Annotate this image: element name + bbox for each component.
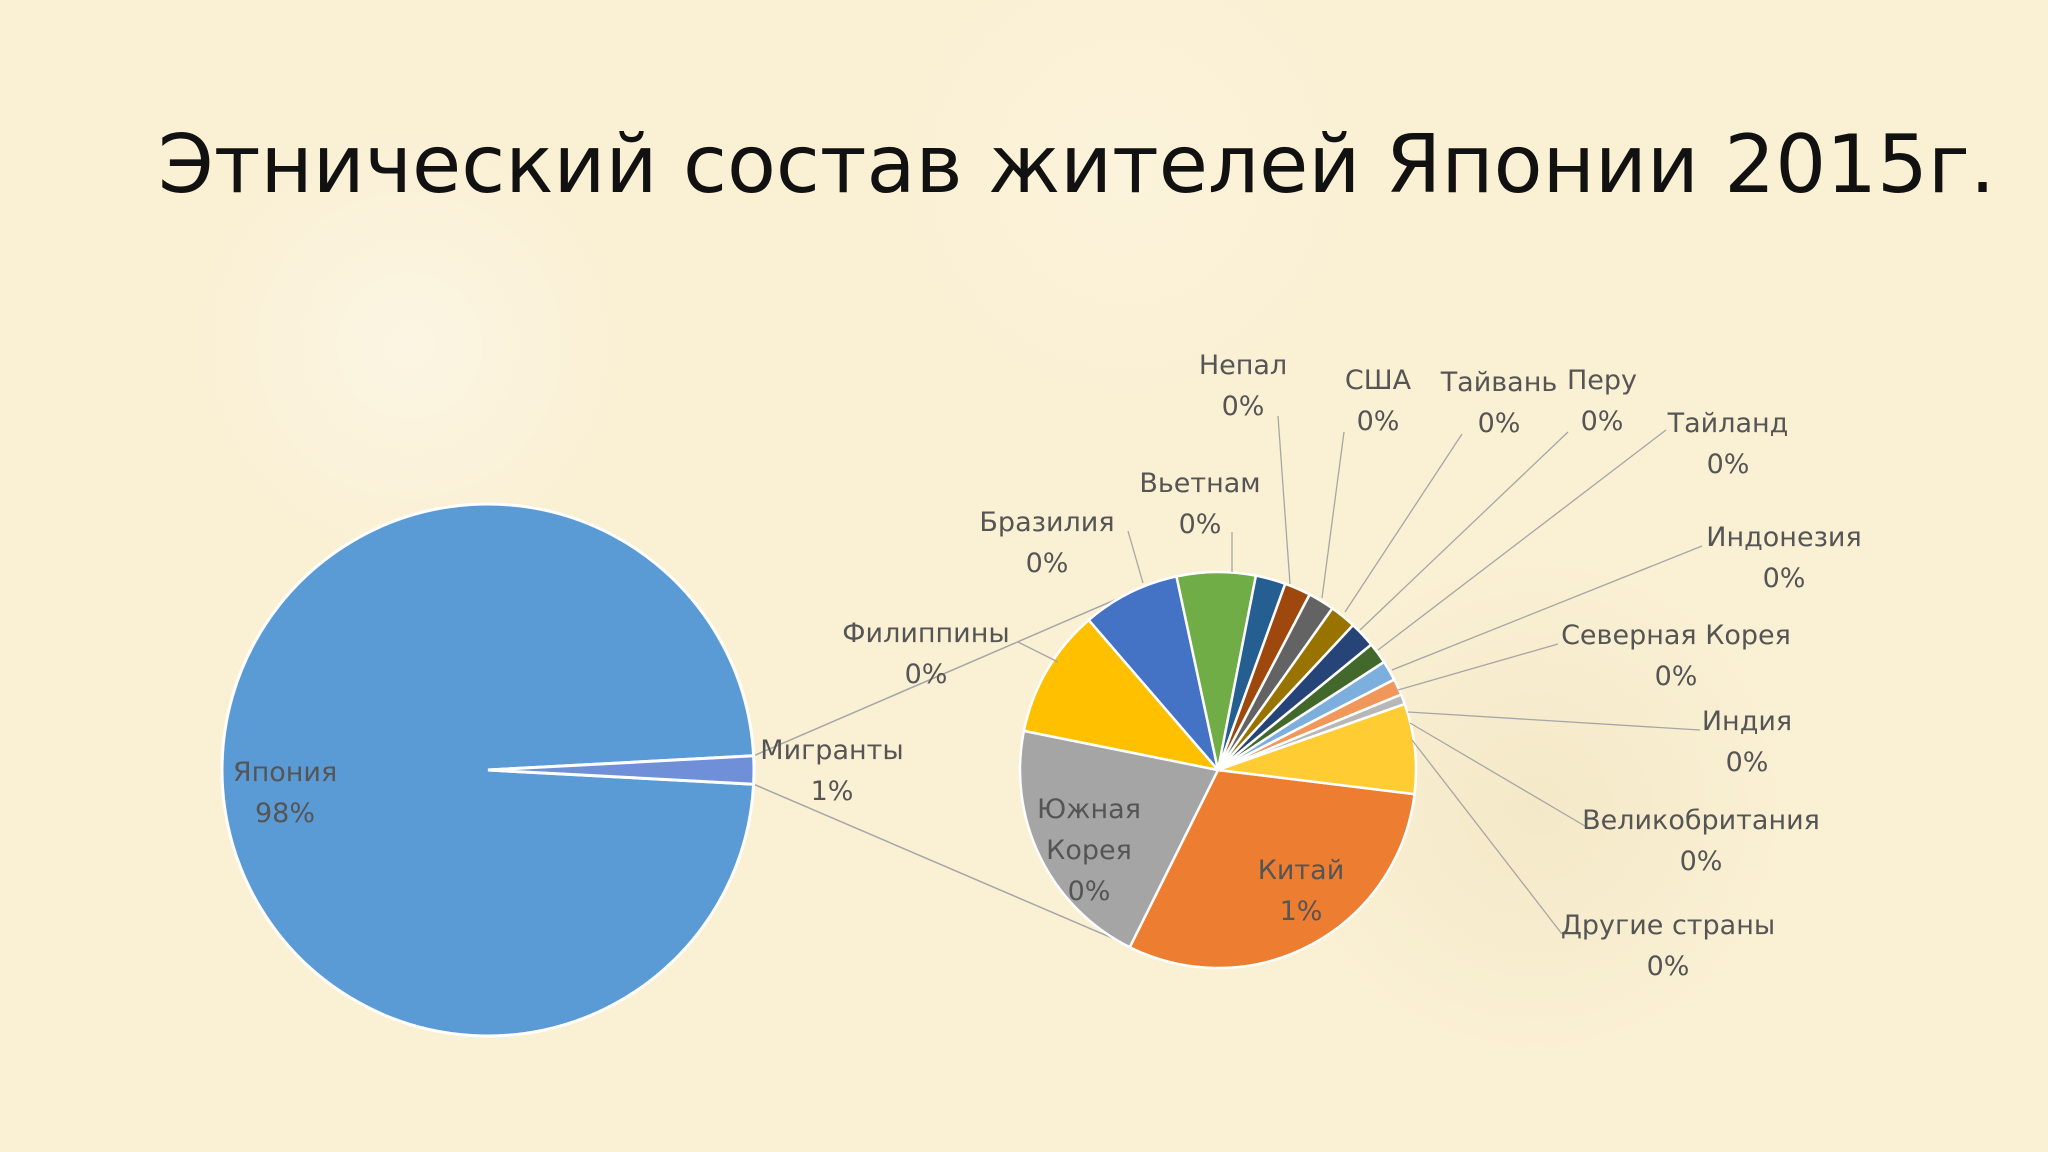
data-label-name: США xyxy=(1345,365,1412,396)
main-pie xyxy=(220,502,756,1038)
data-label-индия: Индия 0% xyxy=(1702,706,1792,778)
data-label-name: Южная xyxy=(1037,794,1141,825)
data-label-филиппины: Филиппины 0% xyxy=(842,618,1009,690)
data-label-name: Вьетнам xyxy=(1139,468,1260,499)
data-label-великобритания: Великобритания 0% xyxy=(1582,805,1820,877)
data-label-value: 0% xyxy=(1680,846,1723,877)
data-label-value: 1% xyxy=(1280,896,1323,927)
data-label-value: 0% xyxy=(1581,406,1624,437)
data-label-китай: Китай 1% xyxy=(1258,855,1345,927)
leader-line xyxy=(1397,643,1559,691)
data-label-северная-корея: Северная Корея 0% xyxy=(1561,620,1791,692)
pie-connector-lines xyxy=(753,596,1123,941)
data-label-тайланд: Тайланд 0% xyxy=(1667,408,1789,480)
leader-line xyxy=(1377,429,1667,651)
leader-line xyxy=(1411,739,1563,935)
data-label-value: 0% xyxy=(905,659,948,690)
data-labels: Япония98%Мигранты1%Китай1%ЮжнаяКорея0%Фи… xyxy=(233,350,1862,982)
data-label-value: 0% xyxy=(1026,548,1069,579)
connector-line-bottom xyxy=(753,783,1117,941)
data-label-мигранты: Мигранты 1% xyxy=(760,735,903,807)
data-label-value: 0% xyxy=(1478,408,1521,439)
leader-line xyxy=(1359,431,1569,631)
data-label-value: 0% xyxy=(1655,661,1698,692)
data-label-value: 0% xyxy=(1068,876,1111,907)
data-label-name: Перу xyxy=(1567,365,1637,396)
data-label-name: Великобритания xyxy=(1582,805,1820,836)
data-label-южная-корея: Южная Корея 0% xyxy=(1037,794,1141,907)
data-label-value: 0% xyxy=(1707,449,1750,480)
data-label-вьетнам: Вьетнам 0% xyxy=(1139,468,1260,540)
data-label-value: 0% xyxy=(1726,747,1769,778)
data-label-name: Китай xyxy=(1258,855,1345,886)
data-label-value: 0% xyxy=(1357,406,1400,437)
data-label-name: Япония xyxy=(233,757,337,788)
data-label-name: Непал xyxy=(1199,350,1287,381)
data-label-name: Филиппины xyxy=(842,618,1009,649)
data-label-name: Корея xyxy=(1046,835,1132,866)
data-label-япония: Япония 98% xyxy=(233,757,337,829)
leader-line xyxy=(1391,545,1703,671)
data-label-name: Тайвань xyxy=(1440,367,1558,398)
data-label-value: 0% xyxy=(1179,509,1222,540)
data-label-name: Индонезия xyxy=(1706,522,1861,553)
data-label-бразилия: Бразилия 0% xyxy=(979,507,1114,579)
data-label-другие-страны: Другие страны 0% xyxy=(1561,910,1775,982)
data-label-тайвань: Тайвань 0% xyxy=(1440,367,1558,439)
data-label-value: 0% xyxy=(1647,951,1690,982)
leader-line xyxy=(1277,415,1291,585)
data-label-перу: Перу 0% xyxy=(1567,365,1637,437)
secondary-pie xyxy=(1018,570,1418,970)
data-label-name: Бразилия xyxy=(979,507,1114,538)
pie-slice-другие-страны xyxy=(1217,702,1418,796)
data-label-name: Другие страны xyxy=(1561,910,1775,941)
pie-slice-филиппины xyxy=(1022,618,1222,772)
leader-lines xyxy=(1017,415,1703,935)
leader-line xyxy=(1127,530,1144,584)
leader-line xyxy=(1321,431,1345,599)
data-label-непал: Непал 0% xyxy=(1199,350,1287,422)
connector-line-top xyxy=(753,596,1123,757)
data-label-value: 0% xyxy=(1763,563,1806,594)
data-label-сша: США 0% xyxy=(1345,365,1412,437)
leader-line xyxy=(1344,433,1463,613)
data-label-value: 1% xyxy=(811,776,854,807)
data-label-индонезия: Индонезия 0% xyxy=(1706,522,1861,594)
pie-slice-южная-корея xyxy=(1018,729,1220,949)
leader-line xyxy=(1407,711,1701,731)
data-label-value: 98% xyxy=(255,798,315,829)
leader-line xyxy=(1409,722,1591,830)
pie-slice-китай xyxy=(1128,768,1416,970)
pie-slice-япония xyxy=(220,502,756,1038)
leader-line xyxy=(1017,641,1059,663)
pie-slice-мигранты xyxy=(487,754,756,786)
data-label-name: Мигранты xyxy=(760,735,903,766)
page-title: Этнический состав жителей Японии 2015г. xyxy=(158,118,1996,211)
data-label-value: 0% xyxy=(1222,391,1265,422)
data-label-name: Северная Корея xyxy=(1561,620,1791,651)
data-label-name: Тайланд xyxy=(1667,408,1789,439)
data-label-name: Индия xyxy=(1702,706,1792,737)
